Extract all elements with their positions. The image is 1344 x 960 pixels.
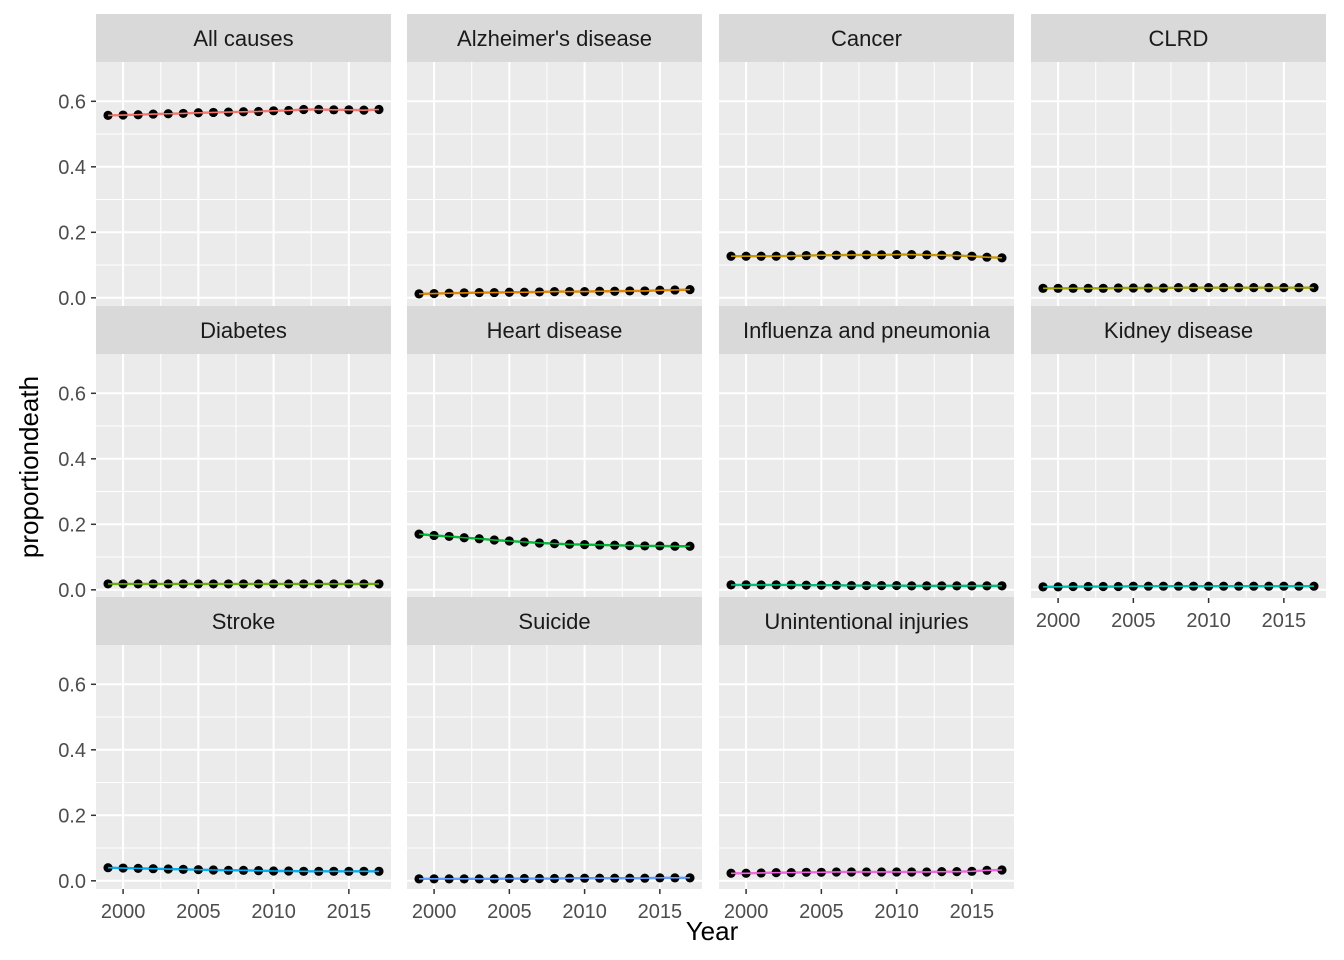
facet-title: All causes	[193, 26, 293, 51]
x-tick-label: 2015	[327, 901, 372, 923]
y-tick-label: 0.0	[58, 288, 86, 310]
series-line-overlay	[108, 108, 379, 117]
facet-title: Cancer	[831, 26, 902, 51]
panel-background	[407, 354, 702, 598]
facet-panel: Alzheimer's disease	[407, 14, 702, 311]
facet-panel: Unintentional injuries 2000 2005 2010 2015	[719, 597, 1014, 923]
panel-background	[96, 62, 391, 306]
facet-panels: All causes 0.0 0.2 0.4 0.6 Alzheimer's diseas…	[58, 14, 1326, 923]
series-line-overlay	[419, 877, 690, 880]
y-axis-title: proportiondeath	[14, 376, 44, 558]
facet-strip	[1031, 14, 1326, 62]
facet-panel: Suicide 2000 2005 2010 2015	[407, 597, 702, 923]
facet-title: CLRD	[1149, 26, 1209, 51]
series-line-overlay	[1043, 585, 1314, 588]
facet-panel: All causes 0.0 0.2 0.4 0.6	[58, 14, 391, 311]
series-line-overlay	[731, 869, 1002, 875]
facet-title: Heart disease	[487, 318, 623, 343]
panel-background	[719, 62, 1014, 306]
x-tick-label: 2005	[176, 901, 221, 923]
facet-strip	[1031, 306, 1326, 354]
y-tick-label: 0.2	[58, 805, 86, 827]
x-tick-label: 2010	[1186, 610, 1231, 632]
facet-panel: CLRD	[1031, 14, 1326, 311]
y-tick-label: 0.4	[58, 157, 86, 179]
series-line-overlay	[1043, 286, 1314, 290]
facet-strip	[407, 14, 702, 62]
y-tick-label: 0.4	[58, 740, 86, 762]
facet-title: Influenza and pneumonia	[743, 318, 991, 343]
facet-title: Diabetes	[200, 318, 287, 343]
facet-panel: Heart disease	[407, 306, 702, 603]
series-line-overlay	[731, 253, 1002, 259]
x-tick-label: 2000	[1036, 610, 1081, 632]
facet-panel: Cancer	[719, 14, 1014, 311]
series-line-overlay	[731, 584, 1002, 587]
panel-background	[96, 354, 391, 598]
series-line-overlay	[418, 533, 690, 548]
x-tick-label: 2015	[638, 901, 683, 923]
panel-background	[407, 62, 702, 306]
x-tick-label: 2010	[251, 901, 296, 923]
panel-background	[719, 354, 1014, 598]
facet-strip	[96, 306, 391, 354]
facet-strip	[407, 306, 702, 354]
facet-title: Suicide	[518, 609, 590, 634]
panel-background	[407, 645, 702, 889]
x-tick-label: 2015	[950, 901, 995, 923]
series-line-overlay	[419, 288, 690, 295]
facet-panel: Diabetes 0.0 0.2 0.4 0.6	[58, 306, 391, 603]
facet-strip	[96, 14, 391, 62]
panel-background	[1031, 62, 1326, 306]
x-tick-label: 2000	[412, 901, 457, 923]
y-tick-label: 0.2	[58, 514, 86, 536]
facet-title: Unintentional injuries	[764, 609, 968, 634]
facet-strip	[719, 14, 1014, 62]
facet-title: Alzheimer's disease	[457, 26, 652, 51]
y-tick-label: 0.6	[58, 383, 86, 405]
panel-background	[719, 645, 1014, 889]
facet-strip	[719, 597, 1014, 645]
y-tick-label: 0.6	[58, 91, 86, 113]
facet-panel: Influenza and pneumonia	[719, 306, 1014, 603]
facet-title: Stroke	[212, 609, 276, 634]
y-tick-label: 0.6	[58, 674, 86, 696]
series-line-overlay	[108, 866, 379, 873]
x-tick-label: 2000	[724, 901, 769, 923]
x-tick-label: 2005	[799, 901, 844, 923]
facet-title: Kidney disease	[1104, 318, 1253, 343]
y-tick-label: 0.0	[58, 580, 86, 602]
facet-panel: Stroke 0.0 0.2 0.4 0.6 2000 2005 2010 2015	[58, 597, 391, 923]
panel-background	[96, 645, 391, 889]
facet-strip	[407, 597, 702, 645]
y-tick-label: 0.2	[58, 222, 86, 244]
y-tick-label: 0.4	[58, 449, 86, 471]
x-tick-label: 2015	[1262, 610, 1307, 632]
facet-panel: Kidney disease 2000 2005 2010 2015	[1031, 306, 1326, 632]
facet-strip	[96, 597, 391, 645]
x-tick-label: 2005	[1111, 610, 1156, 632]
y-tick-label: 0.0	[58, 871, 86, 893]
x-tick-label: 2000	[101, 901, 146, 923]
facet-strip	[719, 306, 1014, 354]
panel-background	[1031, 354, 1326, 598]
x-tick-label: 2010	[562, 901, 607, 923]
x-axis-title: Year	[686, 916, 739, 946]
x-tick-label: 2005	[487, 901, 532, 923]
x-tick-label: 2010	[874, 901, 919, 923]
